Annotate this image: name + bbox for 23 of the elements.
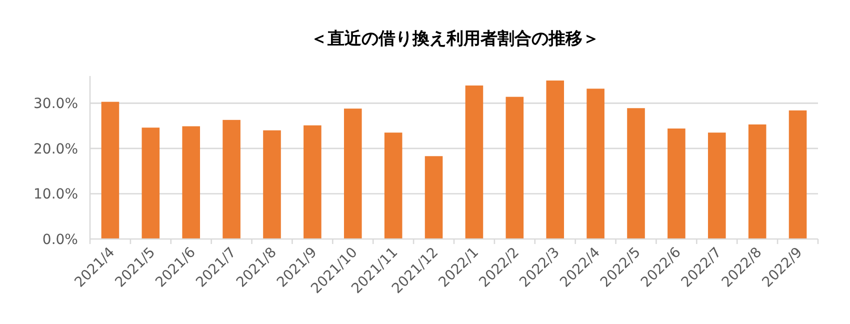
bar [101, 102, 120, 239]
chart-title: ＜直近の借り換え利用者割合の推移＞ [310, 29, 600, 49]
bar [708, 132, 726, 239]
bar [263, 130, 281, 239]
y-tick-label: 20.0% [34, 141, 78, 158]
bar [304, 125, 322, 239]
y-tick-label: 30.0% [34, 96, 78, 112]
bar [424, 156, 443, 239]
bar [465, 86, 484, 239]
bar [627, 108, 645, 239]
bar [344, 108, 362, 239]
y-tick-label: 0.0% [42, 232, 78, 248]
bar [668, 128, 686, 239]
y-tick-label: 10.0% [34, 186, 78, 203]
bar [142, 128, 160, 239]
bar [586, 88, 604, 239]
bar [222, 120, 240, 239]
bar [384, 132, 402, 239]
bar [546, 80, 564, 239]
bar [506, 96, 524, 239]
bar [748, 124, 766, 239]
bar [788, 110, 807, 239]
bar [182, 126, 200, 239]
